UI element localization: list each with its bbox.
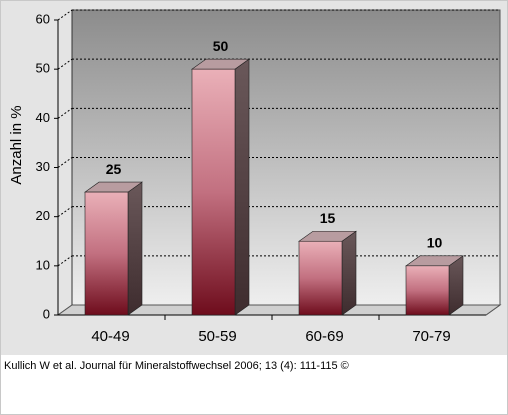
bar [405,265,450,316]
bar-side [341,230,357,316]
y-tick-label: 60 [36,11,50,26]
grid-diag [57,157,73,168]
y-axis-title: Anzahl in % [8,105,25,184]
grid-diag [57,206,73,218]
bar [298,240,343,316]
caption: Kullich W et al. Journal für Mineralstof… [4,360,349,372]
y-tick-label: 10 [36,257,50,272]
bar-side [448,255,464,316]
grid-diag [57,9,73,21]
y-tick-label: 20 [36,208,50,223]
y-tick-label: 0 [43,306,50,321]
value-label: 10 [427,235,443,251]
x-tick-label: 60-69 [305,328,343,345]
bar [191,68,236,316]
grid-diag [57,58,73,70]
grid-diag [57,107,73,119]
value-label: 15 [320,210,336,226]
y-tick-label: 50 [36,61,50,76]
bar-side [234,58,250,316]
bar [84,191,129,316]
x-tick-label: 40-49 [91,328,129,345]
grid-diag [57,255,73,267]
y-tick-label: 30 [36,159,50,174]
y-tick-label: 40 [36,110,50,125]
value-label: 25 [106,161,122,177]
value-label: 50 [213,38,229,54]
x-tick-label: 70-79 [412,328,450,345]
bar-side [127,181,143,316]
x-tick-label: 50-59 [198,328,236,345]
